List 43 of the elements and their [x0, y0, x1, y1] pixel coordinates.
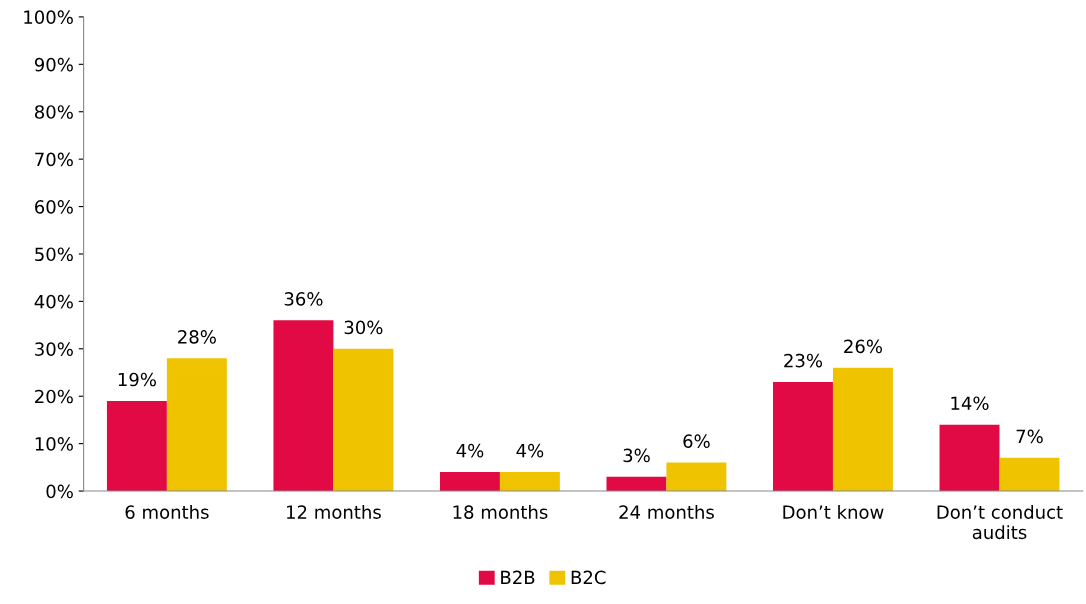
- bar: [773, 382, 833, 492]
- bar: [606, 476, 667, 492]
- x-tick-label: Don’t know: [783, 504, 884, 519]
- y-tick-label: 0%: [46, 484, 73, 499]
- data-label: 3%: [623, 448, 650, 463]
- data-label: 36%: [284, 292, 323, 306]
- x-tick-label: 24 months: [619, 504, 714, 519]
- y-tick-label: 30%: [35, 342, 73, 356]
- data-label: 26%: [844, 339, 882, 354]
- y-tick-label: 20%: [35, 389, 73, 404]
- bar: [333, 348, 394, 492]
- bar: [666, 462, 727, 492]
- bar: [999, 457, 1060, 492]
- bar: [832, 367, 893, 492]
- data-label: 23%: [784, 353, 823, 368]
- data-label: 30%: [344, 320, 383, 335]
- legend-label: B2C: [571, 570, 606, 585]
- x-tick-label: 6 months: [125, 504, 209, 519]
- data-label: 19%: [118, 372, 156, 387]
- data-label: 4%: [516, 443, 544, 458]
- y-tick-label: 50%: [35, 247, 73, 262]
- data-label: 14%: [951, 396, 989, 411]
- data-label: 6%: [683, 434, 710, 448]
- bar: [166, 358, 227, 492]
- legend-label: B2B: [501, 570, 535, 584]
- x-tick-label: 12 months: [287, 504, 381, 519]
- y-tick-label: 10%: [35, 437, 73, 451]
- y-tick-label: 90%: [34, 57, 73, 72]
- y-tick-label: 100%: [24, 10, 73, 25]
- data-label: 28%: [178, 330, 216, 344]
- bar: [499, 472, 560, 492]
- y-tick-label: 80%: [34, 105, 73, 119]
- data-label: 4%: [456, 443, 484, 458]
- bar: [273, 320, 334, 492]
- y-tick-label: 60%: [35, 200, 73, 214]
- bar: [439, 472, 500, 492]
- y-tick-label: 40%: [34, 294, 73, 309]
- bar: [939, 424, 1000, 492]
- data-label: 7%: [1016, 429, 1043, 444]
- bar: [106, 400, 167, 492]
- x-tick-label: Don’t conduct audits: [937, 504, 1063, 540]
- x-tick-label: 18 months: [453, 504, 548, 519]
- y-tick-label: 70%: [35, 152, 73, 167]
